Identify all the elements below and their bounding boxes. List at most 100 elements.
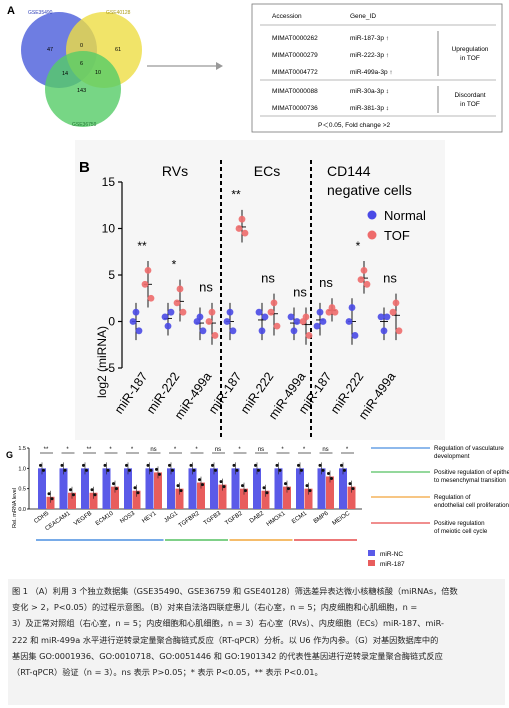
data-point xyxy=(275,463,279,467)
caption-line: 3）及正常对照组（右心室，n = 5；内皮细胞和心肌细胞，n = 3）右心室（R… xyxy=(12,618,444,629)
panel-b: B log2 (miRNA) 15 10 5 0 -5 RVs ECs CD144 negat… xyxy=(0,140,509,440)
data-point xyxy=(211,332,219,339)
bar xyxy=(317,468,326,509)
data-point xyxy=(69,488,72,492)
significance-label: ns xyxy=(215,447,221,453)
table-row-gene: miR-381-3p ↕ xyxy=(350,105,389,112)
panel-g: G Rel. mRNA level 1.5 1.0 0.5 0.0 ** * ** * * ns… xyxy=(0,440,509,576)
bar xyxy=(283,486,291,509)
bar xyxy=(218,484,227,509)
data-point xyxy=(343,468,346,472)
bar xyxy=(154,472,162,509)
data-point xyxy=(383,313,391,321)
data-point xyxy=(241,229,249,237)
bar xyxy=(188,468,197,509)
pathway-label: endothelial cell proliferation xyxy=(434,502,509,509)
pathway-label: to mesenchymal transition xyxy=(434,477,506,484)
gene-label: ECM10 xyxy=(95,510,115,527)
data-point xyxy=(318,463,322,467)
venn-only-c: 143 xyxy=(77,88,86,94)
table-header-gene: Gene_ID xyxy=(350,13,376,20)
data-point xyxy=(262,486,266,490)
gene-label: CDH5 xyxy=(33,510,50,525)
data-point xyxy=(192,468,196,472)
significance-label: * xyxy=(174,447,177,453)
legend-marker-mir-nc xyxy=(368,550,375,556)
g-y-tick-label: 0.5 xyxy=(18,487,26,493)
caption-line: （RT-qPCR）验证（n = 3）。ns 表示 P>0.05；* 表示 P<0… xyxy=(12,667,323,678)
table-row-gene: miR-187-3p ↑ xyxy=(350,35,389,42)
bar xyxy=(145,468,154,509)
legend-marker-tof xyxy=(367,230,377,240)
significance-label: * xyxy=(281,447,284,453)
bar xyxy=(175,488,184,509)
data-point xyxy=(241,484,244,488)
mirna-table xyxy=(251,3,503,133)
data-point xyxy=(287,313,295,321)
data-point xyxy=(389,308,397,316)
y-tick-label: 10 xyxy=(102,222,116,236)
data-point xyxy=(144,266,152,274)
pathway-label: Positive regulation xyxy=(434,520,485,527)
data-point xyxy=(158,472,161,476)
pathway-label: Regulation of vasculature xyxy=(434,445,504,452)
bar xyxy=(89,492,98,509)
bar xyxy=(124,468,132,509)
data-point xyxy=(305,484,309,488)
pathway-label: Regulation of xyxy=(434,494,471,501)
legend-marker-normal xyxy=(367,210,377,220)
y-axis: 15 10 5 0 -5 xyxy=(102,175,123,375)
data-point xyxy=(340,463,343,467)
venn-ab: 0 xyxy=(80,43,83,49)
table-row-accession: MIMAT0000088 xyxy=(272,88,318,95)
significance-label: ns xyxy=(322,447,328,453)
data-point xyxy=(171,468,174,472)
gene-label: ECM1 xyxy=(291,510,309,525)
data-point xyxy=(179,308,187,316)
data-point xyxy=(176,285,184,293)
data-point xyxy=(258,327,266,335)
legend-label-tof: TOF xyxy=(384,228,410,243)
significance-label: ns xyxy=(199,280,213,295)
data-point xyxy=(232,463,236,467)
panel-a-graphic: A GSE35490 GSE40128 GSE36759 47 61 0 14 … xyxy=(7,3,503,133)
data-point xyxy=(60,463,64,467)
significance-label: ** xyxy=(231,188,241,202)
data-point xyxy=(305,332,313,339)
data-point xyxy=(149,468,153,472)
data-point xyxy=(196,313,204,321)
significance-label: * xyxy=(238,447,241,453)
significance-label: ns xyxy=(293,284,307,299)
data-point xyxy=(226,308,234,316)
legend-label-mir-187: miR-187 xyxy=(380,561,405,568)
data-point xyxy=(189,463,193,467)
data-point xyxy=(331,308,339,316)
data-point xyxy=(278,468,282,472)
significance-label: ** xyxy=(137,239,147,253)
bar xyxy=(240,488,248,509)
y-tick-label: -5 xyxy=(104,361,115,375)
group-title: negative cells xyxy=(327,182,412,198)
bar xyxy=(167,468,175,509)
table-row-accession: MIMAT0000736 xyxy=(272,105,318,112)
gene-label: VEGFB xyxy=(73,511,93,528)
data-point xyxy=(351,332,359,339)
bar xyxy=(339,468,347,509)
data-point xyxy=(267,308,275,316)
venn-ac: 14 xyxy=(62,71,68,77)
data-point xyxy=(351,487,355,491)
data-point xyxy=(327,471,330,475)
data-point xyxy=(146,463,150,467)
data-point xyxy=(141,280,149,288)
data-point xyxy=(290,327,298,335)
significance-label: ** xyxy=(87,447,92,453)
venn-bc: 10 xyxy=(95,70,101,76)
bar xyxy=(197,482,205,509)
significance-label: ** xyxy=(44,447,49,453)
data-point xyxy=(313,322,321,330)
venn-only-b: 61 xyxy=(115,47,121,53)
data-point xyxy=(308,489,312,493)
gene-label: TGFB2 xyxy=(224,510,244,526)
data-point xyxy=(136,491,140,495)
table-row-gene: miR-30a-3p ↕ xyxy=(350,88,389,95)
